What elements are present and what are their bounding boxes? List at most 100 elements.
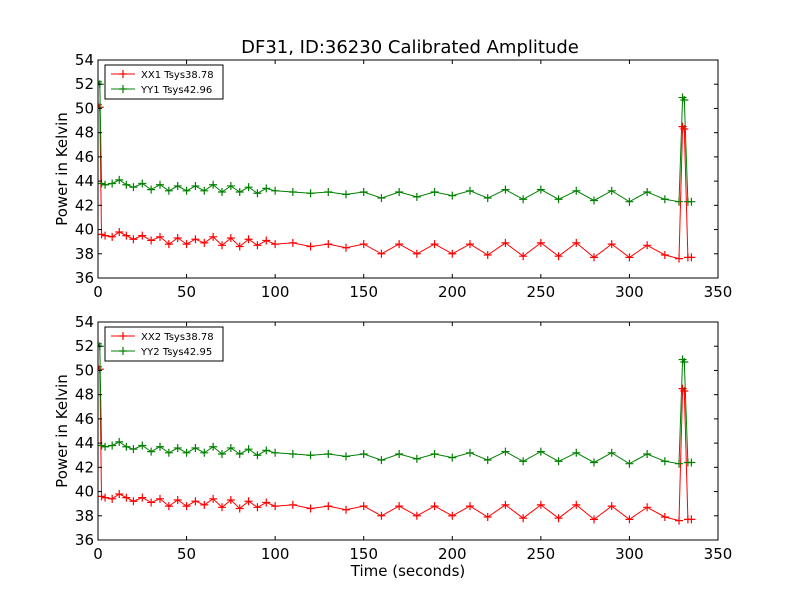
- data-point: [173, 234, 182, 243]
- data-point: [680, 95, 689, 104]
- data-point: [430, 240, 439, 249]
- data-point: [164, 448, 173, 457]
- data-point: [590, 515, 598, 524]
- data-point: [377, 456, 386, 465]
- plot-frame: [97, 59, 719, 279]
- data-point: [122, 180, 131, 189]
- data-point: [108, 179, 117, 188]
- data-point: [101, 442, 110, 451]
- y-tick-label: 54: [75, 51, 94, 69]
- data-point: [244, 183, 253, 192]
- data-point: [235, 242, 244, 251]
- data-point: [306, 189, 315, 198]
- data-point: [182, 186, 191, 195]
- x-tick-label: 350: [704, 545, 733, 563]
- data-point: [156, 442, 164, 451]
- data-point: [359, 450, 368, 459]
- y-tick-label: 44: [75, 172, 94, 190]
- data-point: [129, 183, 138, 192]
- data-point: [377, 194, 386, 203]
- legend-entry-label: YY2 Tsys42.95: [140, 347, 212, 358]
- data-point: [687, 458, 696, 467]
- data-point: [675, 516, 684, 525]
- data-point: [483, 194, 492, 203]
- data-point: [324, 188, 333, 197]
- data-point: [519, 514, 528, 523]
- data-point: [590, 196, 598, 205]
- data-point: [253, 189, 262, 198]
- data-point: [306, 504, 315, 513]
- data-point: [680, 357, 689, 366]
- y-tick-label: 44: [75, 434, 94, 452]
- data-point: [262, 446, 271, 455]
- plot-frame: [97, 321, 719, 541]
- data-point: [98, 339, 102, 348]
- y-tick-label: 36: [75, 269, 94, 287]
- data-point: [115, 175, 124, 184]
- y-tick-label: 50: [75, 99, 94, 117]
- data-point: [466, 240, 474, 249]
- x-tick-label: 300: [615, 283, 644, 301]
- data-point: [675, 254, 684, 263]
- data-point: [200, 186, 209, 195]
- data-point: [501, 500, 510, 509]
- y-tick-label: 42: [75, 458, 94, 476]
- data-point: [342, 243, 350, 252]
- data-point: [262, 498, 271, 507]
- data-point: [554, 252, 563, 261]
- x-tick-label: 250: [527, 283, 556, 301]
- data-point: [572, 448, 581, 457]
- legend: XX2 Tsys38.78 YY2 Tsys42.95: [104, 326, 224, 362]
- data-point: [156, 494, 164, 503]
- series-line-2: [98, 81, 692, 203]
- data-point: [572, 238, 581, 247]
- data-point: [271, 240, 280, 249]
- data-point: [324, 240, 333, 249]
- data-point: [235, 450, 244, 459]
- data-point: [244, 235, 253, 244]
- data-point: [660, 250, 669, 259]
- data-point: [324, 450, 333, 459]
- data-point: [262, 236, 271, 245]
- data-point: [687, 253, 696, 262]
- data-point: [101, 231, 110, 240]
- data-point: [554, 195, 563, 204]
- data-point: [501, 447, 510, 456]
- data-point: [306, 242, 315, 251]
- data-point: [191, 443, 200, 452]
- data-point: [218, 450, 226, 459]
- data-point: [147, 185, 156, 194]
- series-line-1: [98, 366, 692, 522]
- data-point: [122, 231, 131, 240]
- data-point: [625, 253, 634, 262]
- data-point: [643, 503, 652, 512]
- data-point: [173, 496, 182, 505]
- x-tick-label: 300: [615, 545, 644, 563]
- y-tick-label: 38: [75, 507, 94, 525]
- data-point: [359, 188, 368, 197]
- data-point: [115, 489, 124, 498]
- x-axis-label: Time (seconds): [350, 562, 466, 580]
- data-point: [191, 235, 200, 244]
- x-tick-label: 150: [349, 545, 378, 563]
- data-point: [98, 77, 102, 86]
- data-point: [448, 249, 457, 258]
- data-point: [536, 185, 545, 194]
- data-point: [660, 195, 669, 204]
- x-tick-label: 100: [261, 283, 290, 301]
- subplot-1: 0 50 100 150 200 250 300 350 36 38 40 42 44 46 48 50 52 5…: [53, 51, 732, 301]
- data-layer: [98, 339, 696, 525]
- data-point: [138, 179, 147, 188]
- legend-box: [104, 64, 224, 100]
- y-tick-label: 46: [75, 410, 94, 428]
- data-point: [342, 452, 350, 461]
- data-point: [191, 181, 200, 190]
- data-point: [182, 502, 191, 511]
- data-point: [191, 497, 200, 506]
- data-point: [395, 502, 404, 511]
- data-point: [675, 197, 684, 206]
- data-point: [164, 186, 173, 195]
- data-point: [173, 443, 182, 452]
- data-point: [108, 494, 117, 503]
